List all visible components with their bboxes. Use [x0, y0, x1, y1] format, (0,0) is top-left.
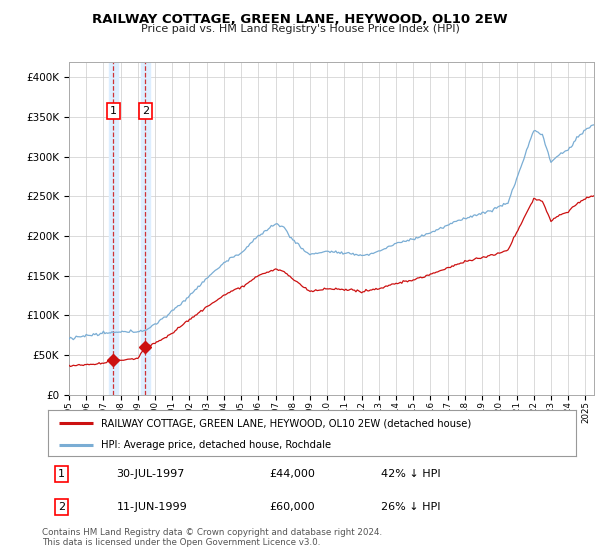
Text: 11-JUN-1999: 11-JUN-1999 — [116, 502, 187, 512]
Text: £60,000: £60,000 — [270, 502, 316, 512]
Text: 2: 2 — [58, 502, 65, 512]
Text: 26% ↓ HPI: 26% ↓ HPI — [380, 502, 440, 512]
Bar — [141, 62, 150, 395]
Text: 1: 1 — [58, 469, 65, 479]
Text: Contains HM Land Registry data © Crown copyright and database right 2024.
This d: Contains HM Land Registry data © Crown c… — [42, 528, 382, 547]
Bar — [109, 62, 118, 395]
Text: Price paid vs. HM Land Registry's House Price Index (HPI): Price paid vs. HM Land Registry's House … — [140, 24, 460, 34]
Text: £44,000: £44,000 — [270, 469, 316, 479]
Text: 1: 1 — [110, 106, 117, 116]
Text: HPI: Average price, detached house, Rochdale: HPI: Average price, detached house, Roch… — [101, 440, 331, 450]
Text: 42% ↓ HPI: 42% ↓ HPI — [380, 469, 440, 479]
Text: RAILWAY COTTAGE, GREEN LANE, HEYWOOD, OL10 2EW: RAILWAY COTTAGE, GREEN LANE, HEYWOOD, OL… — [92, 13, 508, 26]
Text: RAILWAY COTTAGE, GREEN LANE, HEYWOOD, OL10 2EW (detached house): RAILWAY COTTAGE, GREEN LANE, HEYWOOD, OL… — [101, 418, 471, 428]
Text: 2: 2 — [142, 106, 149, 116]
Text: 30-JUL-1997: 30-JUL-1997 — [116, 469, 185, 479]
